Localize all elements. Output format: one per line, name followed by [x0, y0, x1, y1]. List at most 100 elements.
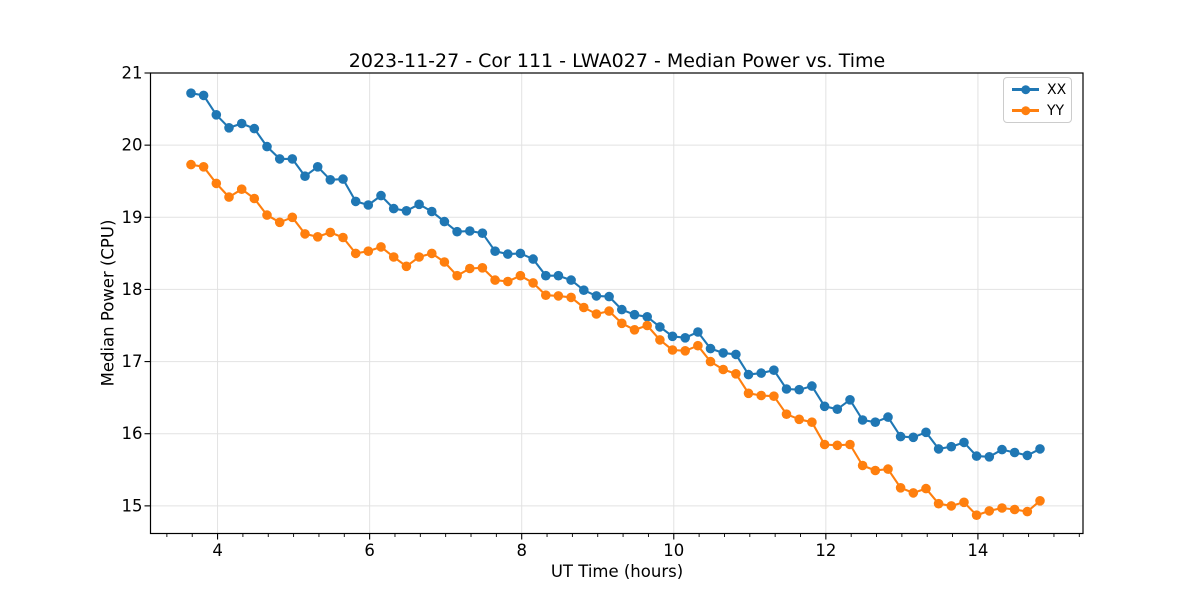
- series-xx-point: [895, 431, 906, 442]
- series-yy-point: [959, 497, 969, 508]
- series-yy-point: [971, 510, 982, 520]
- y-tick-label: 16: [122, 424, 143, 443]
- series-xx-point: [718, 348, 728, 358]
- series-xx-point: [870, 417, 881, 428]
- x-tick-label: 12: [815, 541, 836, 560]
- series-xx-point: [186, 88, 196, 98]
- series-yy-point: [718, 364, 728, 375]
- series-yy-point: [338, 232, 348, 243]
- legend-marker-icon: [1020, 105, 1031, 116]
- series-xx-point: [439, 216, 450, 227]
- series-yy-point: [211, 178, 222, 189]
- series-xx-point: [693, 327, 703, 337]
- series-yy-point: [452, 270, 462, 281]
- series-yy-point: [769, 391, 779, 402]
- series-yy-point: [541, 290, 551, 301]
- series-yy-point: [895, 483, 906, 493]
- series-xx-point: [667, 331, 678, 342]
- series-xx-point: [680, 333, 690, 343]
- y-tick-label: 18: [122, 280, 143, 299]
- legend-line-sample-icon: [1012, 105, 1039, 116]
- x-tick-label: 14: [967, 541, 988, 560]
- series-xx-point: [274, 154, 285, 164]
- chart-title: 2023-11-27 - Cor 111 - LWA027 - Median P…: [348, 50, 886, 72]
- series-yy-point: [997, 503, 1007, 513]
- series-yy-point: [617, 318, 627, 329]
- series-xx-point: [503, 249, 513, 259]
- legend-item-xx: XX: [1012, 80, 1071, 99]
- series-xx-point: [414, 199, 424, 210]
- series-yy-point: [921, 483, 931, 494]
- series-yy-point: [566, 292, 576, 303]
- series-xx-point: [1035, 444, 1045, 454]
- series-xx-point: [997, 444, 1007, 455]
- series-xx-point: [541, 270, 551, 281]
- legend-label: XX: [1047, 81, 1067, 98]
- series-yy-point: [224, 192, 234, 202]
- series-xx-point: [629, 309, 640, 320]
- series-xx-point: [591, 291, 602, 301]
- series-yy-point: [845, 439, 855, 450]
- series-xx-point: [1009, 447, 1020, 458]
- series-yy-point: [401, 261, 412, 272]
- series-xx-point: [781, 384, 792, 394]
- series-yy-point: [883, 464, 893, 474]
- series-xx-point: [198, 90, 209, 101]
- series-yy-point: [591, 309, 602, 319]
- series-xx-point: [642, 312, 652, 322]
- series-yy-point: [325, 227, 336, 238]
- series-xx-point: [287, 154, 298, 164]
- series-yy-point: [946, 501, 957, 511]
- series-xx-point: [363, 200, 374, 210]
- series-xx-point: [325, 175, 336, 185]
- legend-item-yy: YY: [1012, 101, 1071, 120]
- series-xx-point: [604, 291, 614, 302]
- series-xx-point: [376, 190, 386, 201]
- series-xx-point: [971, 451, 982, 461]
- series-yy-point: [807, 417, 817, 428]
- x-tick-label: 6: [364, 541, 375, 560]
- series-yy-point: [490, 275, 500, 285]
- y-tick-label: 15: [122, 496, 143, 515]
- x-tick-label: 8: [516, 541, 527, 560]
- series-xx-point: [490, 246, 500, 256]
- series-xx-point: [515, 248, 526, 259]
- series-xx-point: [933, 444, 944, 454]
- series-xx-point: [249, 123, 260, 134]
- series-xx-point: [312, 162, 323, 172]
- series-yy-point: [743, 388, 754, 399]
- series-xx-point: [984, 452, 995, 462]
- series-yy-point: [984, 506, 995, 516]
- series-yy-point: [363, 246, 374, 256]
- series-yy-point: [515, 270, 526, 281]
- series-xx-point: [883, 412, 893, 422]
- series-xx-point: [819, 401, 830, 412]
- series-xx-point: [908, 432, 919, 443]
- series-xx-point: [566, 275, 576, 285]
- series-yy-point: [262, 210, 272, 220]
- series-xx-point: [921, 427, 931, 438]
- series-xx-point: [465, 226, 475, 236]
- series-xx-point: [769, 365, 779, 376]
- series-yy-point: [553, 291, 564, 301]
- series-yy-point: [477, 263, 488, 273]
- series-xx-line: [190, 92, 1041, 458]
- series-xx-point: [946, 441, 957, 452]
- series-xx-point: [705, 343, 716, 354]
- series-xx-point: [452, 226, 462, 237]
- series-xx-point: [743, 369, 754, 380]
- legend: XX YY: [1003, 77, 1072, 123]
- series-yy-point: [312, 232, 323, 242]
- series-yy-point: [414, 252, 424, 262]
- legend-label: YY: [1047, 102, 1065, 119]
- series-xx-point: [731, 349, 741, 360]
- y-tick-label: 19: [122, 208, 143, 227]
- series-xx-point: [832, 404, 843, 415]
- series-yy-point: [832, 440, 843, 451]
- series-xx-point: [427, 206, 437, 217]
- series-yy-point: [705, 356, 716, 367]
- series-yy-point: [350, 248, 361, 259]
- series-yy-point: [579, 302, 589, 313]
